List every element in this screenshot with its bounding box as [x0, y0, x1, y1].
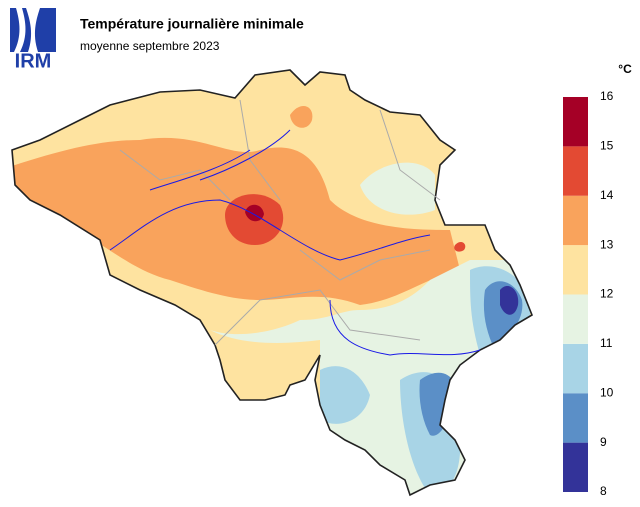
- legend-tick-label: 11: [600, 336, 613, 350]
- legend-tick-label: 9: [600, 435, 607, 449]
- legend-bin: [563, 245, 588, 295]
- legend-tick-label: 16: [600, 89, 614, 103]
- legend-bin: [563, 146, 588, 196]
- legend-tick-label: 13: [600, 237, 614, 251]
- legend: 8 9 10 11 12 13 14 15 16: [563, 89, 614, 498]
- title: Température journalière minimale: [80, 16, 304, 32]
- subtitle: moyenne septembre 2023: [80, 39, 220, 53]
- legend-tick-label: 8: [600, 484, 607, 498]
- legend-tick-label: 10: [600, 385, 614, 399]
- legend-bin: [563, 442, 588, 492]
- map: [11, 69, 533, 496]
- legend-tick-label: 15: [600, 139, 614, 153]
- legend-bin: [563, 97, 588, 147]
- logo-text: IRM: [15, 50, 52, 72]
- legend-unit: °C: [618, 62, 632, 76]
- legend-bin: [563, 343, 588, 394]
- legend-bin: [563, 393, 588, 443]
- legend-tick-label: 14: [600, 188, 614, 202]
- logo: IRM: [10, 8, 56, 72]
- legend-bin: [563, 294, 588, 344]
- legend-bin: [563, 195, 588, 246]
- legend-tick-label: 12: [600, 287, 614, 301]
